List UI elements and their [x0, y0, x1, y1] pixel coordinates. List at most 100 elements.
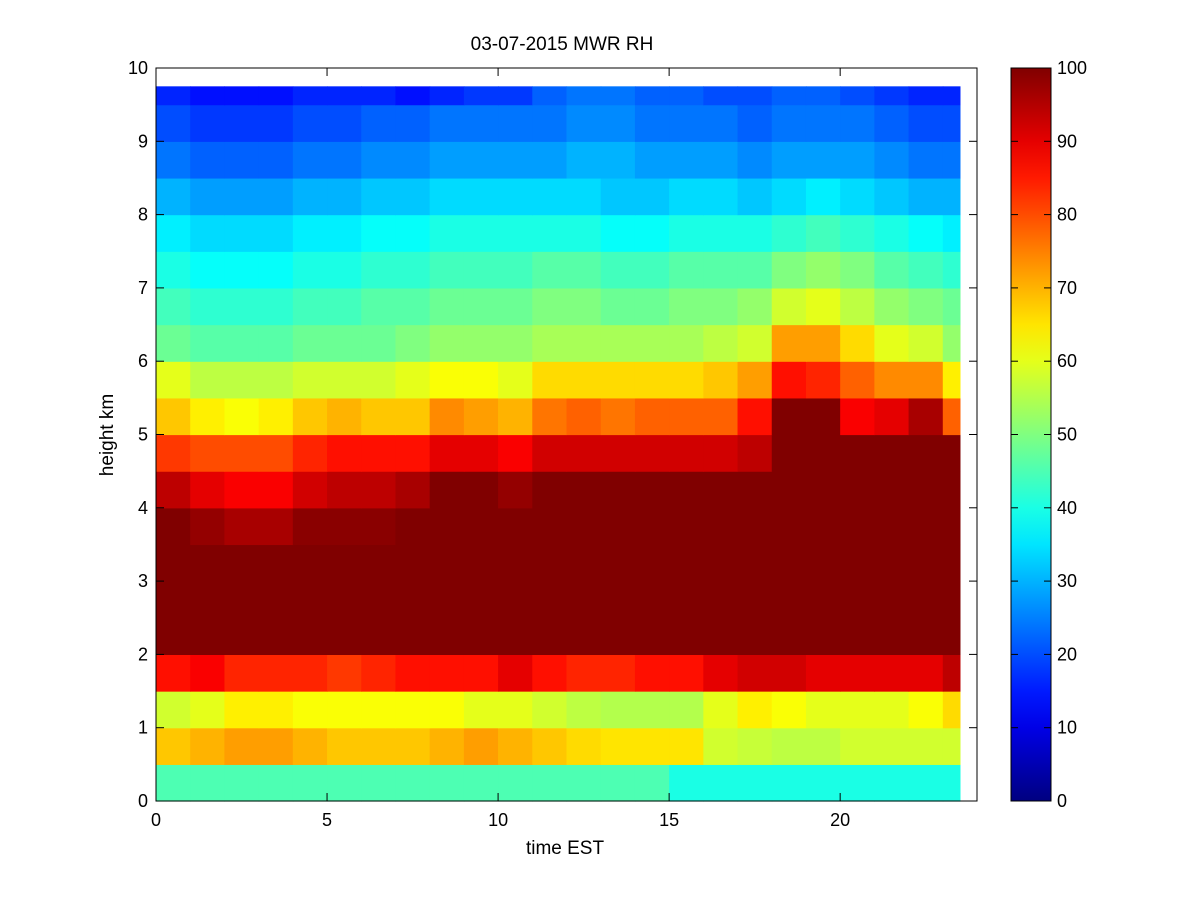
heatmap-cell — [840, 287, 875, 326]
heatmap-cell — [634, 214, 670, 252]
heatmap-cell — [600, 434, 636, 472]
heatmap-cell — [429, 251, 465, 289]
heatmap-cell — [463, 691, 499, 729]
heatmap-cell — [669, 251, 704, 289]
heatmap-cell — [190, 361, 226, 399]
heatmap-cell — [395, 361, 431, 399]
heatmap-cell — [942, 544, 961, 582]
heatmap-cell — [737, 324, 773, 362]
heatmap-cell — [908, 324, 944, 362]
heatmap-cell — [498, 361, 533, 399]
heatmap-cell — [190, 764, 226, 802]
heatmap-cell — [292, 654, 328, 692]
heatmap-cell — [874, 361, 910, 399]
heatmap-cell — [566, 471, 602, 509]
heatmap-cell — [156, 544, 191, 582]
colorbar-tick-label: 80 — [1057, 205, 1077, 225]
heatmap-cell — [805, 251, 841, 289]
heatmap-cell — [498, 654, 533, 692]
heatmap-cell — [669, 471, 704, 509]
heatmap-cell — [292, 617, 328, 655]
heatmap-cell — [600, 617, 636, 655]
heatmap-cell — [874, 544, 910, 582]
heatmap-cell — [840, 251, 875, 289]
heatmap-cell — [566, 104, 602, 142]
heatmap-cell — [498, 507, 533, 546]
heatmap-cell — [361, 141, 397, 179]
heatmap-cell — [600, 177, 636, 216]
heatmap-cell — [361, 214, 397, 252]
heatmap-cell — [703, 654, 739, 692]
heatmap-cell — [840, 86, 875, 106]
heatmap-cell — [703, 507, 739, 546]
heatmap-cell — [463, 434, 499, 472]
x-tick-label: 20 — [830, 810, 850, 830]
y-tick-label: 1 — [138, 718, 148, 738]
heatmap-cell — [840, 177, 875, 216]
heatmap-cell — [703, 141, 739, 179]
y-tick-label: 6 — [138, 351, 148, 371]
heatmap-cell — [566, 654, 602, 692]
heatmap-cell — [737, 361, 773, 399]
heatmap-cell — [840, 764, 875, 802]
heatmap-cell — [805, 141, 841, 179]
heatmap-cell — [634, 86, 670, 106]
heatmap-cell — [190, 214, 226, 252]
heatmap-cell — [429, 471, 465, 509]
heatmap-cell — [156, 764, 191, 802]
heatmap-cell — [669, 581, 704, 619]
heatmap-cell — [566, 434, 602, 472]
heatmap-cell — [292, 581, 328, 619]
heatmap-cell — [395, 507, 431, 546]
heatmap-cell — [224, 581, 260, 619]
heatmap-cell — [771, 141, 807, 179]
heatmap-cell — [634, 361, 670, 399]
heatmap-cell — [292, 287, 328, 326]
heatmap-cell — [532, 324, 568, 362]
heatmap-cell — [498, 86, 533, 106]
heatmap-cell — [463, 214, 499, 252]
heatmap-cell — [566, 507, 602, 546]
heatmap-cell — [361, 434, 397, 472]
heatmap-cell — [600, 397, 636, 436]
heatmap-cell — [429, 727, 465, 765]
heatmap-cell — [224, 251, 260, 289]
heatmap-cell — [463, 104, 499, 142]
heatmap-cell — [429, 324, 465, 362]
heatmap-cell — [395, 177, 431, 216]
heatmap-cell — [258, 581, 294, 619]
heatmap-cell — [874, 617, 910, 655]
heatmap-cell — [429, 177, 465, 216]
heatmap-cell — [532, 691, 568, 729]
heatmap-cell — [737, 141, 773, 179]
heatmap-cell — [395, 544, 431, 582]
heatmap-cell — [463, 471, 499, 509]
heatmap-cells — [156, 86, 961, 802]
heatmap-cell — [190, 727, 226, 765]
heatmap-cell — [463, 251, 499, 289]
heatmap-cell — [634, 177, 670, 216]
heatmap-cell — [942, 397, 961, 436]
heatmap-cell — [942, 214, 961, 252]
heatmap-cell — [224, 764, 260, 802]
heatmap-cell — [942, 86, 961, 106]
heatmap-cell — [737, 177, 773, 216]
heatmap-cell — [840, 397, 875, 436]
heatmap-cell — [258, 617, 294, 655]
heatmap-cell — [429, 104, 465, 142]
heatmap-cell — [395, 581, 431, 619]
heatmap-cell — [258, 141, 294, 179]
heatmap-cell — [190, 691, 226, 729]
heatmap-cell — [600, 324, 636, 362]
heatmap-cell — [703, 691, 739, 729]
heatmap-cell — [498, 434, 533, 472]
heatmap-cell — [361, 691, 397, 729]
heatmap-cell — [703, 471, 739, 509]
heatmap-cell — [532, 397, 568, 436]
heatmap-cell — [669, 141, 704, 179]
heatmap-cell — [771, 727, 807, 765]
heatmap-cell — [258, 324, 294, 362]
heatmap-cell — [532, 86, 568, 106]
heatmap-cell — [258, 251, 294, 289]
heatmap-cell — [669, 324, 704, 362]
